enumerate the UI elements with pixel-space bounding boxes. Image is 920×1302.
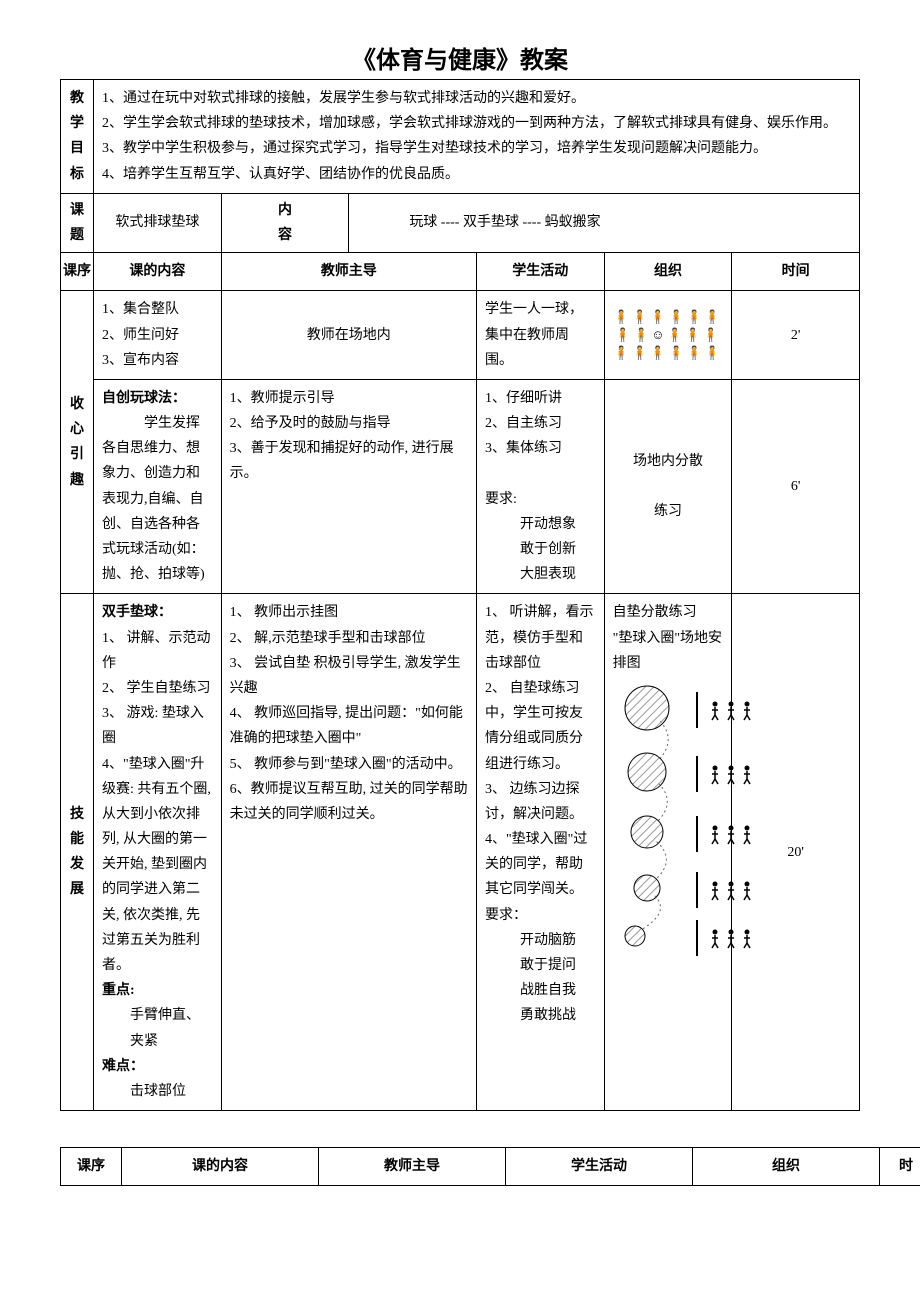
people-row-icon: 🧍🧍☺🧍🧍🧍 <box>613 326 724 344</box>
goals-cell: 1、通过在玩中对软式排球的接触，发展学生参与软式排球活动的兴趣和爱好。 2、学生… <box>94 80 860 194</box>
r2-req-label: 要求: <box>485 487 596 512</box>
footer-header-table: 课序 课的内容 教师主导 学生活动 组织 时 <box>60 1147 920 1186</box>
r1-content: 1、集合整队 2、师生问好 3、宣布内容 <box>94 291 222 380</box>
r3-time: 20' <box>732 594 860 1111</box>
people-row-icon: 🧍🧍🧍🧍🧍🧍 <box>613 344 724 362</box>
r3-org-caption: 自垫分散练习 "垫球入圈"场地安排图 <box>613 600 724 676</box>
lesson-table: 教学目标 1、通过在玩中对软式排球的接触，发展学生参与软式排球活动的兴趣和爱好。… <box>60 79 860 1111</box>
r3-req: 开动脑筋 敢于提问 战胜自我 勇敢挑战 <box>485 928 596 1029</box>
goals-label: 教学目标 <box>61 80 94 194</box>
goal-2: 2、学生学会软式排球的垫球技术，增加球感，学会软式排球游戏的一到两种方法，了解软… <box>102 111 851 136</box>
ft-student: 学生活动 <box>506 1148 693 1186</box>
r2-req: 开动想象 敢于创新 大胆表现 <box>485 512 596 588</box>
hdr-time: 时间 <box>732 253 860 291</box>
goal-1: 1、通过在玩中对软式排球的接触，发展学生参与软式排球活动的兴趣和爱好。 <box>102 86 851 111</box>
hdr-content: 课的内容 <box>94 253 222 291</box>
r1-org: 🧍🧍🧍🧍🧍🧍 🧍🧍☺🧍🧍🧍 🧍🧍🧍🧍🧍🧍 <box>604 291 732 380</box>
r1-student: 学生一人一球，集中在教师周围。 <box>476 291 604 380</box>
r2-content-title: 自创玩球法： <box>102 391 186 406</box>
r3-content-title: 双手垫球： <box>102 605 172 620</box>
r3-diff: 击球部位 <box>102 1079 213 1104</box>
r2-teacher: 1、教师提示引导 2、给予及时的鼓励与指导 3、善于发现和捕捉好的动作, 进行展… <box>221 379 476 594</box>
r2-student-list: 1、仔细听讲 2、自主练习 3、集体练习 <box>485 386 596 462</box>
r3-content-items: 1、 讲解、示范动作 2、 学生自垫练习 3、 游戏: 垫球入圈 4、"垫球入圈… <box>102 626 213 979</box>
ft-content: 课的内容 <box>122 1148 319 1186</box>
r3-content: 双手垫球： 1、 讲解、示范动作 2、 学生自垫练习 3、 游戏: 垫球入圈 4… <box>94 594 222 1111</box>
r3-req-label: 要求： <box>485 903 596 928</box>
ft-seq: 课序 <box>61 1148 122 1186</box>
page-title: 《体育与健康》教案 <box>60 40 860 75</box>
r3-teacher: 1、 教师出示挂图 2、 解,示范垫球手型和击球部位 3、 尝试自垫 积极引导学… <box>221 594 476 1111</box>
ft-org: 组织 <box>693 1148 880 1186</box>
ft-time: 时 <box>880 1148 920 1186</box>
r3-student: 1、 听讲解，看示范，模仿手型和击球部位 2、 自垫球练习中，学生可按友情分组或… <box>476 594 604 1111</box>
hdr-teacher: 教师主导 <box>221 253 476 291</box>
people-row-icon: 🧍🧍🧍🧍🧍🧍 <box>613 308 724 326</box>
r3-org: 自垫分散练习 "垫球入圈"场地安排图 <box>604 594 732 1111</box>
seq-2: 技能发展 <box>61 594 94 1111</box>
topic-value: 软式排球垫球 <box>94 193 222 252</box>
goal-4: 4、培养学生互帮互学、认真好学、团结协作的优良品质。 <box>102 162 851 187</box>
ft-teacher: 教师主导 <box>319 1148 506 1186</box>
content-value: 玩球 ---- 双手垫球 ---- 蚂蚁搬家 <box>349 193 860 252</box>
hdr-seq: 课序 <box>61 253 94 291</box>
r3-key-label: 重点: <box>102 983 135 998</box>
r2-org: 场地内分散 练习 <box>604 379 732 594</box>
hdr-student: 学生活动 <box>476 253 604 291</box>
topic-label: 课题 <box>61 193 94 252</box>
teacher-icon: ☺ <box>651 326 666 344</box>
r3-diff-label: 难点： <box>102 1059 144 1074</box>
seq-1: 收心引趣 <box>61 291 94 594</box>
goal-3: 3、教学中学生积极参与，通过探究式学习，指导学生对垫球技术的学习，培养学生发现问… <box>102 136 851 161</box>
content-label: 内容 <box>221 193 349 252</box>
r2-content-body: 学生发挥各自思维力、想象力、创造力和表现力,自编、自创、自选各种各式玩球活动(如… <box>102 416 205 582</box>
r3-student-list: 1、 听讲解，看示范，模仿手型和击球部位 2、 自垫球练习中，学生可按友情分组或… <box>485 600 596 902</box>
r2-student: 1、仔细听讲 2、自主练习 3、集体练习 要求: 开动想象 敢于创新 大胆表现 <box>476 379 604 594</box>
r2-time: 6' <box>732 379 860 594</box>
hdr-org: 组织 <box>604 253 732 291</box>
r3-key: 手臂伸直、夹紧 <box>102 1003 213 1053</box>
r2-content: 自创玩球法： 学生发挥各自思维力、想象力、创造力和表现力,自编、自创、自选各种各… <box>94 379 222 594</box>
r1-time: 2' <box>732 291 860 380</box>
r1-teacher: 教师在场地内 <box>221 291 476 380</box>
